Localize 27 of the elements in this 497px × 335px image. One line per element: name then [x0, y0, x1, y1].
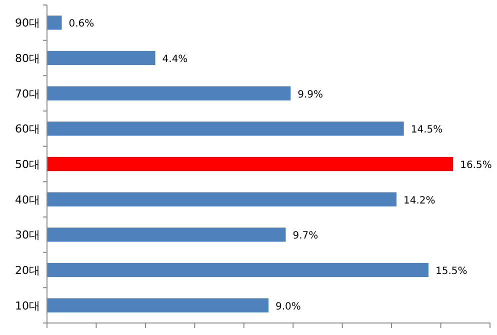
- bar: [47, 86, 291, 100]
- y-tick-label: 40대: [15, 193, 40, 206]
- data-label: 15.5%: [435, 266, 468, 277]
- y-tick-label: 30대: [15, 228, 40, 242]
- bar: [47, 228, 286, 242]
- data-label: 4.4%: [162, 54, 188, 65]
- data-label: 9.0%: [276, 301, 301, 312]
- y-tick-label: 90대: [15, 16, 40, 30]
- bar: [47, 122, 404, 136]
- bar: [47, 16, 62, 30]
- y-tick-label: 60대: [15, 122, 40, 136]
- y-tick-label: 20대: [15, 264, 40, 277]
- bar: [47, 156, 454, 172]
- bar: [47, 50, 156, 66]
- bar: [47, 262, 428, 278]
- data-label: 0.6%: [68, 18, 94, 30]
- data-label: 9.9%: [298, 89, 324, 100]
- bar: [47, 192, 396, 206]
- y-tick-label: 10대: [15, 299, 40, 312]
- data-label: 14.2%: [403, 195, 436, 206]
- y-tick-label: 50대: [15, 158, 40, 171]
- y-tick-label: 80대: [15, 52, 40, 65]
- data-label: 9.7%: [292, 230, 318, 242]
- y-tick-label: 70대: [15, 87, 40, 100]
- data-label: 16.5%: [460, 160, 492, 171]
- data-label: 14.5%: [410, 124, 443, 136]
- bar: [47, 298, 268, 312]
